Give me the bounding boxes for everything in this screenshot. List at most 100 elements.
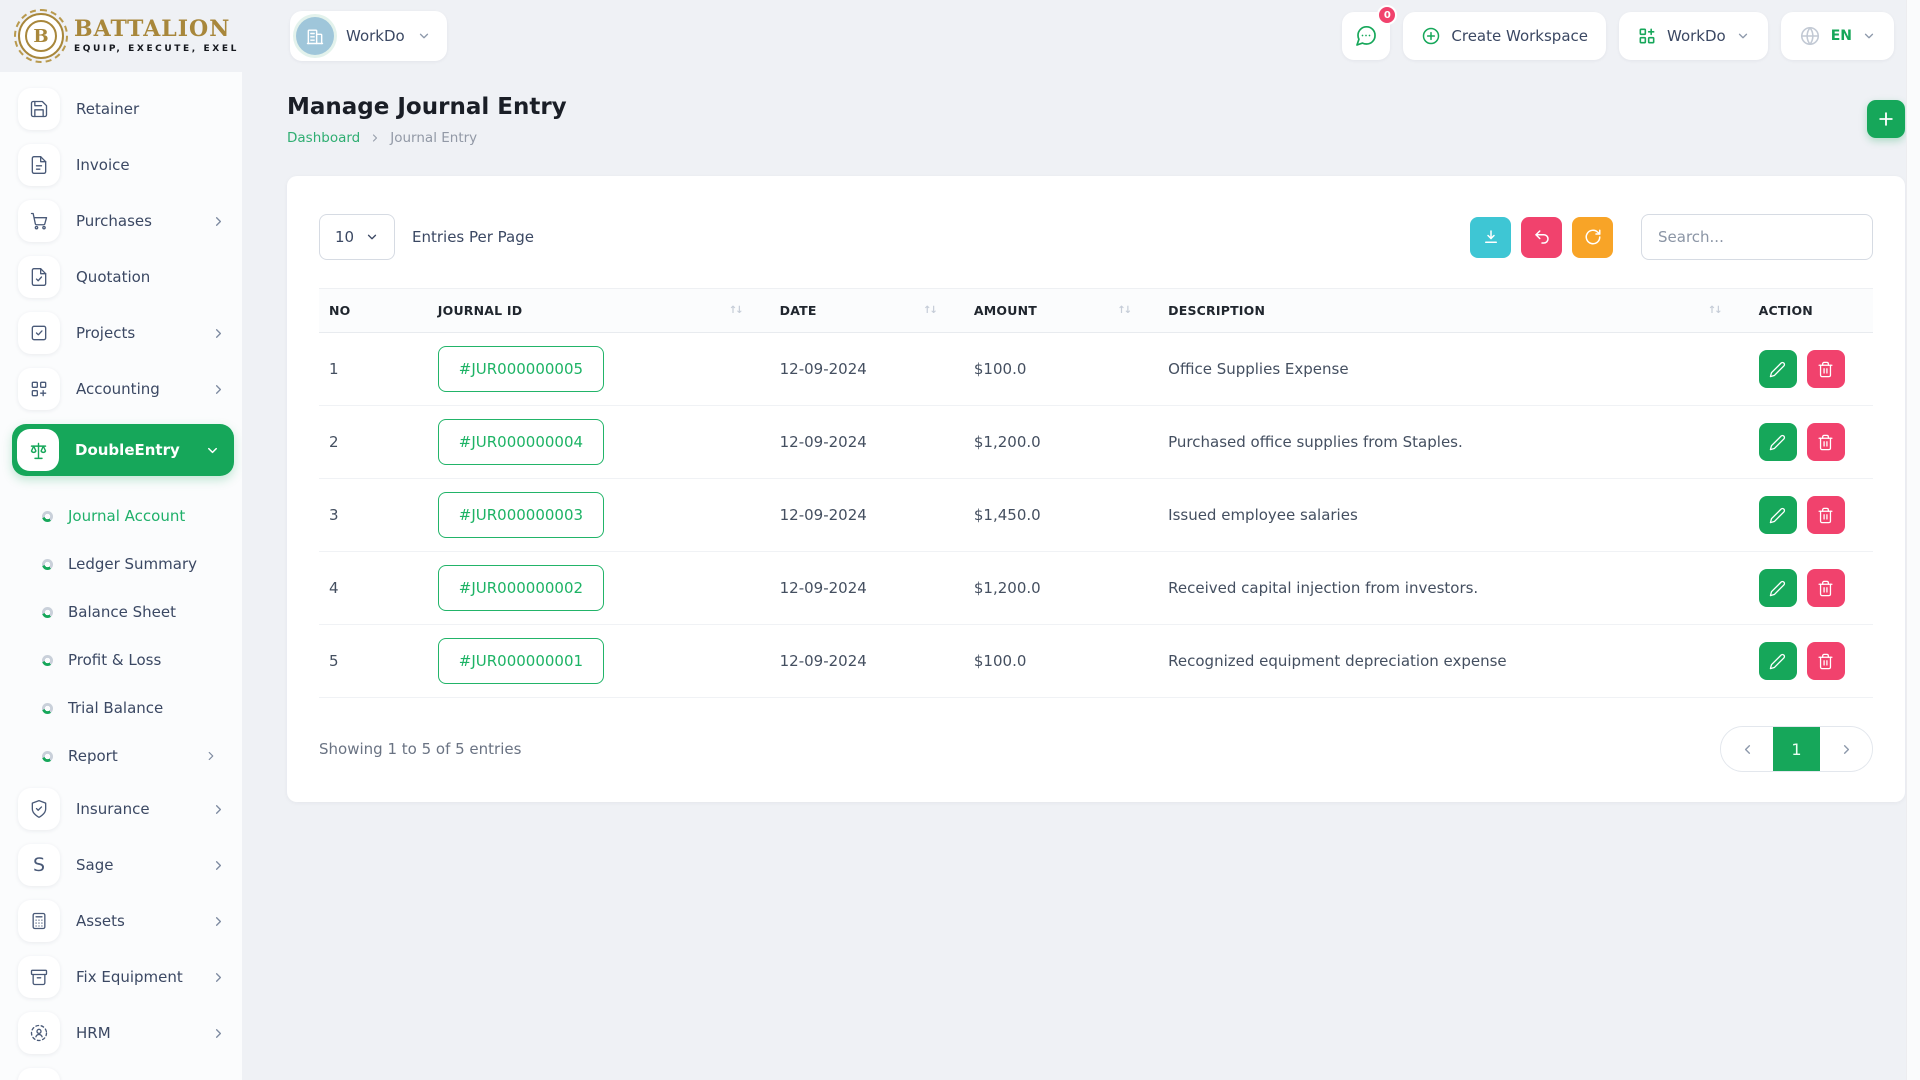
delete-button[interactable] <box>1806 496 1845 534</box>
sort-icon: ↑↓ <box>728 305 744 316</box>
sidebar-item-recruitment[interactable]: Recruitment <box>18 1068 226 1080</box>
sidebar-item-retainer[interactable]: Retainer <box>18 88 226 130</box>
breadcrumb-current: Journal Entry <box>390 130 478 146</box>
edit-button[interactable] <box>1758 496 1797 534</box>
workspace-selector-label: WorkDo <box>346 27 405 45</box>
brand-emblem-icon: B <box>14 9 68 63</box>
delete-button[interactable] <box>1806 569 1845 607</box>
apps-dropdown[interactable]: WorkDo <box>1619 12 1768 60</box>
sidebar-item-insurance[interactable]: Insurance <box>18 788 226 830</box>
breadcrumb-dashboard-link[interactable]: Dashboard <box>287 130 361 146</box>
cell-date: 12-09-2024 <box>769 551 964 625</box>
file-check-icon <box>18 256 60 298</box>
sidebar-item-accounting[interactable]: Accounting <box>18 368 226 410</box>
submenu-item-journal-account[interactable]: Journal Account <box>0 492 242 540</box>
refresh-button[interactable] <box>1572 216 1613 258</box>
chevron-right-icon <box>215 916 222 926</box>
edit-button[interactable] <box>1758 642 1797 680</box>
workspace-selector[interactable]: WorkDo <box>290 11 447 61</box>
pagination: 1 <box>1720 726 1873 772</box>
chevron-right-icon <box>1843 744 1849 754</box>
undo-button[interactable] <box>1521 216 1562 258</box>
pagination-next-button[interactable] <box>1820 727 1872 771</box>
calculator-icon <box>18 900 60 942</box>
journal-id-link[interactable]: #JUR000000005 <box>437 346 605 392</box>
messages-button[interactable]: 0 <box>1342 5 1398 60</box>
cell-no: 1 <box>319 332 428 406</box>
page-header: Manage Journal Entry Dashboard Journal E… <box>242 72 1920 146</box>
sidebar-item-invoice[interactable]: Invoice <box>18 144 226 186</box>
top-bar: B BATTALION EQUIP, EXECUTE, EXEL WorkDo … <box>0 0 1920 72</box>
column-header-description[interactable]: DESCRIPTION ↑↓ <box>1158 288 1749 333</box>
grid-plus-icon <box>18 368 60 410</box>
brand-name: BATTALION <box>74 16 231 43</box>
submenu-item-profit-loss[interactable]: Profit & Loss <box>0 636 242 684</box>
bullet-icon <box>42 702 53 714</box>
pencil-icon <box>1769 580 1786 596</box>
search-input[interactable] <box>1641 214 1873 260</box>
chevron-down-icon <box>1864 33 1874 39</box>
sidebar-item-purchases[interactable]: Purchases <box>18 200 226 242</box>
journal-id-link[interactable]: #JUR000000003 <box>437 492 605 538</box>
breadcrumb: Dashboard Journal Entry <box>287 130 567 146</box>
sort-icon: ↑↓ <box>1707 305 1723 316</box>
submenu-item-balance-sheet[interactable]: Balance Sheet <box>0 588 242 636</box>
sidebar-item-double-entry[interactable]: DoubleEntry <box>12 424 234 476</box>
submenu-item-trial-balance[interactable]: Trial Balance <box>0 684 242 732</box>
chevron-right-icon <box>215 328 222 338</box>
cell-description: Office Supplies Expense <box>1158 332 1749 406</box>
submenu-item-report[interactable]: Report <box>0 732 242 780</box>
journal-id-link[interactable]: #JUR000000004 <box>437 419 605 465</box>
bullet-icon <box>42 510 53 522</box>
sidebar-item-sage[interactable]: S Sage <box>18 844 226 886</box>
delete-button[interactable] <box>1806 350 1845 388</box>
column-header-amount[interactable]: AMOUNT ↑↓ <box>963 288 1159 333</box>
table-row: 5 #JUR000000001 12-09-2024 $100.0 Recogn… <box>319 624 1873 698</box>
journal-id-link[interactable]: #JUR000000002 <box>437 565 605 611</box>
pencil-icon <box>1769 507 1786 523</box>
chevron-down-icon <box>419 33 428 39</box>
column-header-date[interactable]: DATE ↑↓ <box>769 288 964 333</box>
sidebar-item-projects[interactable]: Projects <box>18 312 226 354</box>
cell-date: 12-09-2024 <box>769 405 964 479</box>
pagination-page-1[interactable]: 1 <box>1773 727 1820 771</box>
messages-count-badge: 0 <box>1377 5 1398 25</box>
cell-description: Received capital injection from investor… <box>1158 551 1749 625</box>
brand-logo[interactable]: B BATTALION EQUIP, EXECUTE, EXEL <box>0 9 242 63</box>
edit-button[interactable] <box>1758 569 1797 607</box>
sidebar-item-assets[interactable]: Assets <box>18 900 226 942</box>
undo-icon <box>1534 230 1549 244</box>
export-download-button[interactable] <box>1470 216 1511 258</box>
pagination-prev-button[interactable] <box>1721 727 1773 771</box>
delete-button[interactable] <box>1806 642 1845 680</box>
trash-icon <box>1818 580 1833 596</box>
bullet-icon <box>42 558 53 570</box>
chevron-right-icon <box>215 972 222 982</box>
save-icon <box>18 88 60 130</box>
submenu-item-ledger-summary[interactable]: Ledger Summary <box>0 540 242 588</box>
sort-icon: ↑↓ <box>1117 305 1132 316</box>
sidebar-item-fix-equipment[interactable]: Fix Equipment <box>18 956 226 998</box>
sidebar-item-quotation[interactable]: Quotation <box>18 256 226 298</box>
page-scrollbar[interactable] <box>1906 0 1920 1080</box>
cell-no: 5 <box>319 624 428 698</box>
chat-bubble-icon <box>1356 25 1377 46</box>
create-workspace-button[interactable]: Create Workspace <box>1403 12 1606 60</box>
pencil-icon <box>1769 653 1786 669</box>
column-header-journal-id[interactable]: JOURNAL ID ↑↓ <box>427 288 770 333</box>
delete-button[interactable] <box>1806 423 1845 461</box>
language-dropdown[interactable]: EN <box>1780 12 1894 60</box>
entries-per-page-select[interactable]: 10 <box>319 214 395 260</box>
journal-id-link[interactable]: #JUR000000001 <box>437 638 605 684</box>
create-workspace-label: Create Workspace <box>1451 27 1588 45</box>
cell-date: 12-09-2024 <box>769 624 964 698</box>
edit-button[interactable] <box>1758 423 1797 461</box>
showing-entries-text: Showing 1 to 5 of 5 entries <box>319 740 522 758</box>
cell-date: 12-09-2024 <box>769 478 964 552</box>
cell-amount: $100.0 <box>963 332 1159 406</box>
plus-icon <box>1879 112 1893 126</box>
create-journal-entry-button[interactable] <box>1867 100 1905 138</box>
table-row: 1 #JUR000000005 12-09-2024 $100.0 Office… <box>319 332 1873 406</box>
sidebar-item-hrm[interactable]: HRM <box>18 1012 226 1054</box>
edit-button[interactable] <box>1758 350 1797 388</box>
